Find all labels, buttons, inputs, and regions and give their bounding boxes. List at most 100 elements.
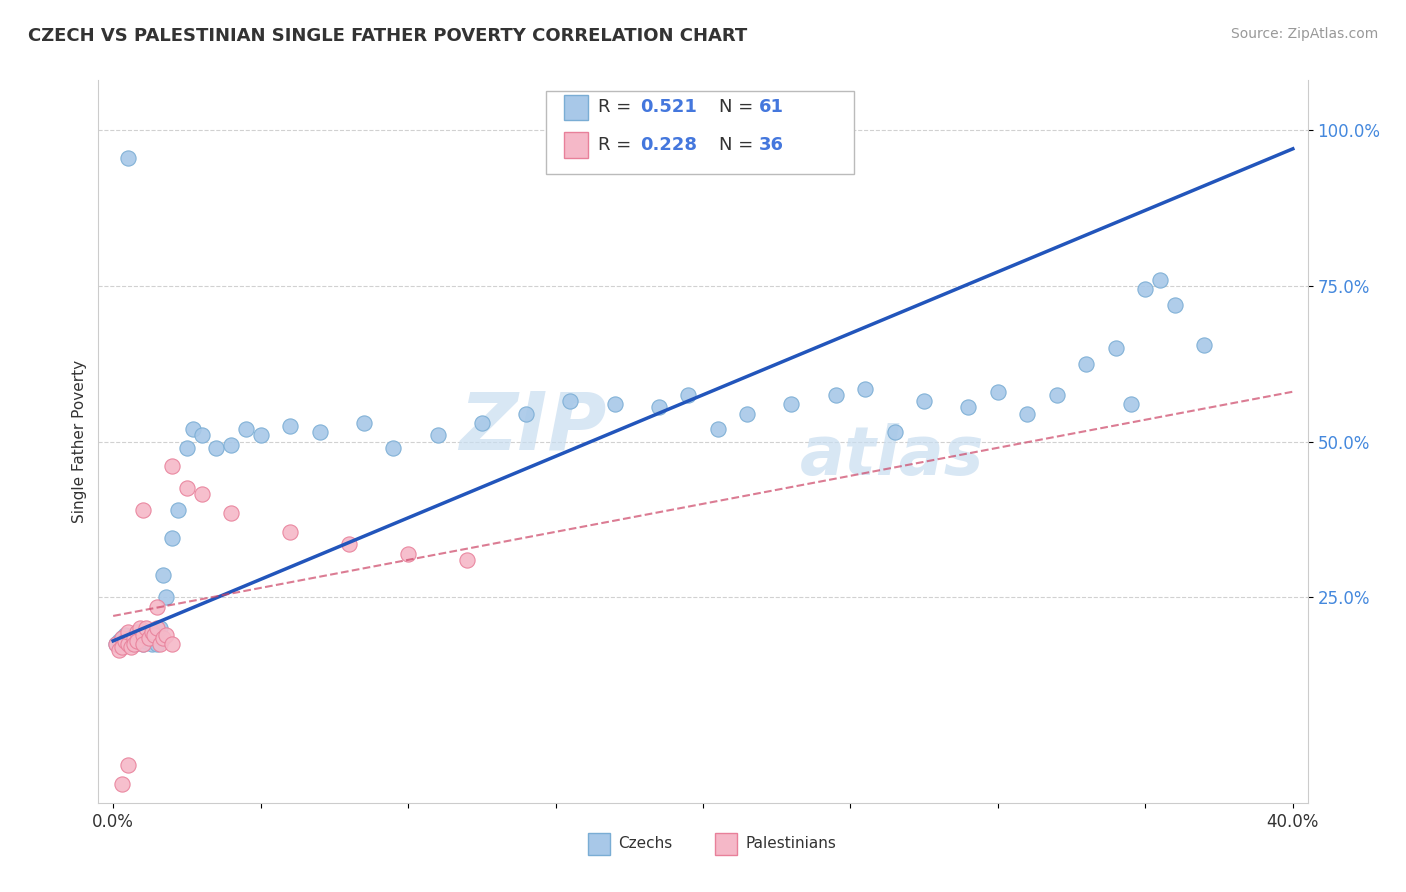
Point bbox=[152, 568, 174, 582]
Point bbox=[560, 394, 582, 409]
Point bbox=[152, 631, 174, 645]
Text: atlas: atlas bbox=[800, 423, 984, 489]
Text: Czechs: Czechs bbox=[619, 837, 672, 852]
Text: Source: ZipAtlas.com: Source: ZipAtlas.com bbox=[1230, 27, 1378, 41]
Point bbox=[883, 425, 905, 440]
Y-axis label: Single Father Poverty: Single Father Poverty bbox=[72, 360, 87, 523]
Point bbox=[780, 397, 803, 411]
Text: 61: 61 bbox=[759, 98, 783, 116]
Point bbox=[235, 422, 257, 436]
Point bbox=[396, 547, 419, 561]
Bar bbox=[716, 833, 737, 855]
Text: 0.521: 0.521 bbox=[640, 98, 697, 116]
Point bbox=[353, 416, 375, 430]
Point bbox=[117, 758, 139, 772]
Point bbox=[128, 621, 150, 635]
Point bbox=[176, 441, 198, 455]
Point bbox=[117, 151, 139, 165]
Point bbox=[219, 506, 242, 520]
Bar bbox=[588, 833, 610, 855]
Point bbox=[114, 627, 136, 641]
Point bbox=[141, 624, 163, 639]
Text: R =: R = bbox=[598, 98, 637, 116]
Text: Palestinians: Palestinians bbox=[745, 837, 837, 852]
Point bbox=[146, 637, 169, 651]
Point bbox=[337, 537, 360, 551]
Point bbox=[146, 599, 169, 614]
Point bbox=[181, 422, 204, 436]
Point bbox=[190, 487, 212, 501]
Point bbox=[160, 531, 183, 545]
Point bbox=[278, 419, 301, 434]
Point bbox=[108, 633, 131, 648]
Point bbox=[122, 627, 145, 641]
Point bbox=[957, 401, 980, 415]
Point bbox=[122, 637, 145, 651]
Point bbox=[131, 503, 153, 517]
Point bbox=[824, 388, 846, 402]
Point bbox=[190, 428, 212, 442]
Point bbox=[160, 459, 183, 474]
Point bbox=[141, 624, 163, 639]
Point bbox=[205, 441, 228, 455]
Point bbox=[131, 637, 153, 651]
Point bbox=[122, 631, 145, 645]
Point bbox=[1046, 388, 1069, 402]
Point bbox=[128, 631, 150, 645]
Point bbox=[111, 631, 134, 645]
Point bbox=[706, 422, 728, 436]
Point bbox=[678, 388, 700, 402]
Point bbox=[120, 631, 142, 645]
Point bbox=[120, 640, 142, 654]
Point bbox=[125, 633, 148, 648]
Point bbox=[308, 425, 330, 440]
Point bbox=[160, 637, 183, 651]
Point bbox=[1076, 357, 1098, 371]
Point bbox=[1135, 282, 1157, 296]
Point bbox=[125, 624, 148, 639]
Bar bbox=[564, 132, 588, 158]
Point bbox=[131, 624, 153, 639]
Point bbox=[117, 637, 139, 651]
FancyBboxPatch shape bbox=[546, 91, 855, 174]
Point bbox=[176, 481, 198, 495]
Point bbox=[105, 637, 128, 651]
Text: N =: N = bbox=[718, 136, 759, 154]
Point bbox=[122, 637, 145, 651]
Point bbox=[143, 631, 166, 645]
Point bbox=[146, 624, 169, 639]
Point bbox=[149, 637, 172, 651]
Point bbox=[987, 384, 1010, 399]
Text: 0.228: 0.228 bbox=[640, 136, 697, 154]
Point bbox=[167, 503, 190, 517]
Point bbox=[135, 633, 157, 648]
Point bbox=[111, 640, 134, 654]
Text: ZIP: ZIP bbox=[458, 388, 606, 467]
Point bbox=[219, 437, 242, 451]
Point bbox=[912, 394, 935, 409]
Point bbox=[603, 397, 626, 411]
Point bbox=[382, 441, 405, 455]
Point bbox=[111, 777, 134, 791]
Point bbox=[278, 524, 301, 539]
Point bbox=[1194, 338, 1216, 352]
Point bbox=[735, 407, 758, 421]
Point bbox=[471, 416, 494, 430]
Point bbox=[143, 627, 166, 641]
Point bbox=[426, 428, 449, 442]
Text: 36: 36 bbox=[759, 136, 783, 154]
Text: N =: N = bbox=[718, 98, 759, 116]
Point bbox=[138, 631, 160, 645]
Point bbox=[108, 643, 131, 657]
Point bbox=[131, 637, 153, 651]
Point bbox=[117, 624, 139, 639]
Point bbox=[1164, 297, 1187, 311]
Point bbox=[249, 428, 271, 442]
Point bbox=[853, 382, 876, 396]
Point bbox=[1119, 397, 1142, 411]
Text: CZECH VS PALESTINIAN SINGLE FATHER POVERTY CORRELATION CHART: CZECH VS PALESTINIAN SINGLE FATHER POVER… bbox=[28, 27, 748, 45]
Point bbox=[141, 637, 163, 651]
Point bbox=[456, 553, 478, 567]
Text: R =: R = bbox=[598, 136, 637, 154]
Point bbox=[1017, 407, 1039, 421]
